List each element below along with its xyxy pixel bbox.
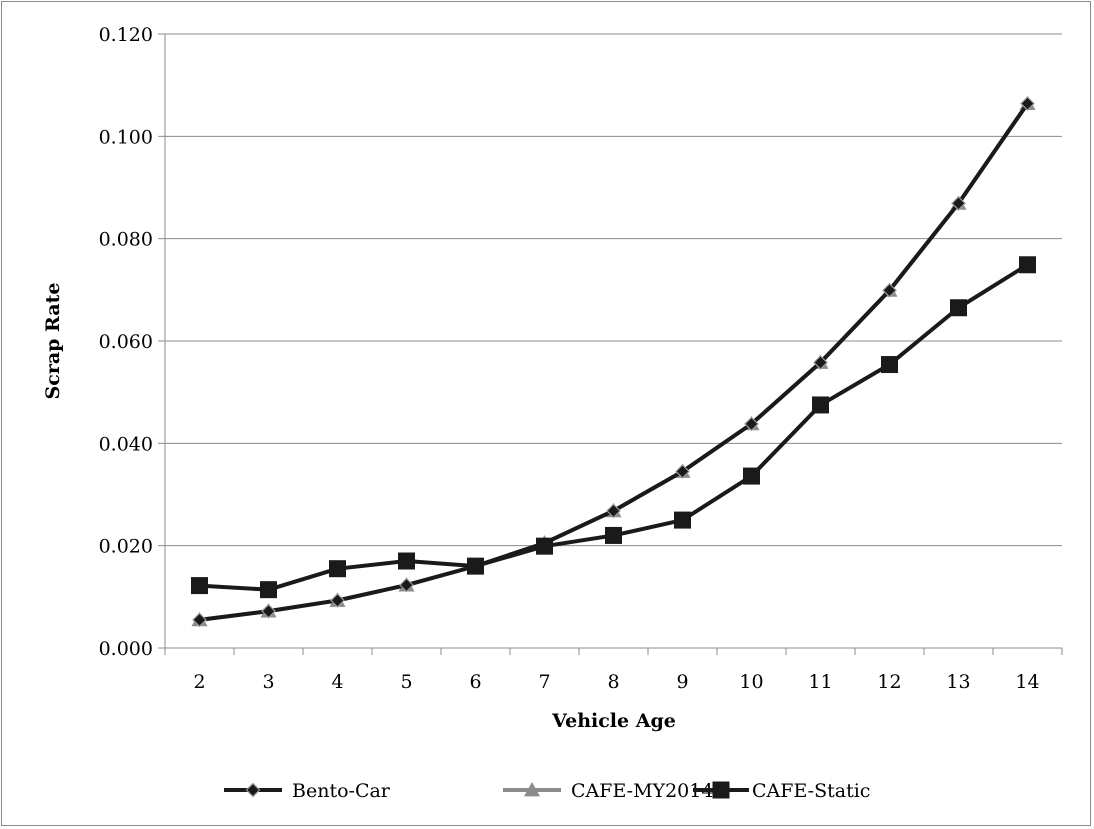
data-point — [260, 581, 277, 599]
x-tick-label: 11 — [808, 671, 832, 693]
data-point — [881, 356, 898, 374]
grid-lines — [165, 33, 1062, 547]
data-point — [813, 355, 828, 370]
y-tick-label: 0.040 — [99, 433, 153, 455]
axes — [158, 33, 1063, 655]
x-tick-label: 13 — [946, 671, 970, 693]
legend-item: CAFE-MY2014 — [503, 780, 713, 802]
tick-labels: 0.000 0.020 0.040 0.060 0.080 0.100 0.120 2 3 4 5 6… — [99, 24, 1040, 693]
x-tick-label: 6 — [469, 671, 481, 693]
legend: Bento-Car CAFE-MY2014 CAFE-Static — [224, 780, 870, 802]
y-axis-title: Scrap Rate — [42, 283, 64, 400]
data-point — [329, 560, 346, 578]
x-tick-label: 10 — [739, 671, 763, 693]
x-tick-label: 12 — [877, 671, 901, 693]
legend-marker — [524, 782, 540, 797]
legend-label: CAFE-Static — [752, 780, 870, 802]
legend-label: CAFE-MY2014 — [571, 780, 713, 802]
x-tick-label: 4 — [331, 671, 343, 693]
y-tick-label: 0.060 — [99, 331, 153, 353]
legend-marker — [245, 782, 261, 798]
series-cafe-my2014 — [191, 95, 1036, 627]
series-bento-car — [192, 96, 1035, 628]
y-tick-label: 0.120 — [99, 24, 153, 46]
data-point — [261, 603, 276, 619]
data-point — [192, 612, 207, 628]
x-tick-label: 3 — [262, 671, 274, 693]
data-point — [950, 299, 967, 317]
legend-item: Bento-Car — [224, 780, 391, 802]
data-point — [330, 593, 345, 608]
y-tick-label: 0.080 — [99, 229, 153, 251]
x-tick-label: 5 — [400, 671, 412, 693]
x-tick-label: 8 — [607, 671, 619, 693]
data-point — [1019, 256, 1036, 274]
data-point — [605, 526, 622, 544]
data-point — [674, 511, 691, 529]
legend-label: Bento-Car — [292, 780, 391, 802]
data-point — [812, 396, 829, 414]
x-tick-label: 7 — [538, 671, 550, 693]
data-point — [675, 464, 690, 479]
x-axis-title: Vehicle Age — [551, 710, 676, 732]
series — [191, 95, 1036, 628]
x-tick-label: 2 — [193, 671, 205, 693]
y-tick-label: 0.020 — [99, 536, 153, 558]
y-tick-label: 0.100 — [99, 126, 153, 148]
x-tick-label: 9 — [676, 671, 688, 693]
data-point — [743, 467, 760, 485]
data-point — [191, 577, 208, 595]
data-point — [744, 416, 759, 432]
legend-item: CAFE-Static — [693, 780, 870, 802]
data-point — [882, 282, 897, 298]
data-point — [399, 577, 414, 593]
x-tick-label: 14 — [1015, 671, 1039, 693]
data-point — [398, 552, 415, 570]
series-cafe-static — [191, 256, 1036, 599]
data-point — [951, 196, 966, 211]
data-point — [467, 557, 484, 575]
y-tick-label: 0.000 — [99, 638, 153, 660]
data-point — [606, 503, 621, 519]
data-point — [536, 537, 553, 555]
legend-marker — [712, 781, 730, 799]
data-point — [1020, 96, 1035, 111]
